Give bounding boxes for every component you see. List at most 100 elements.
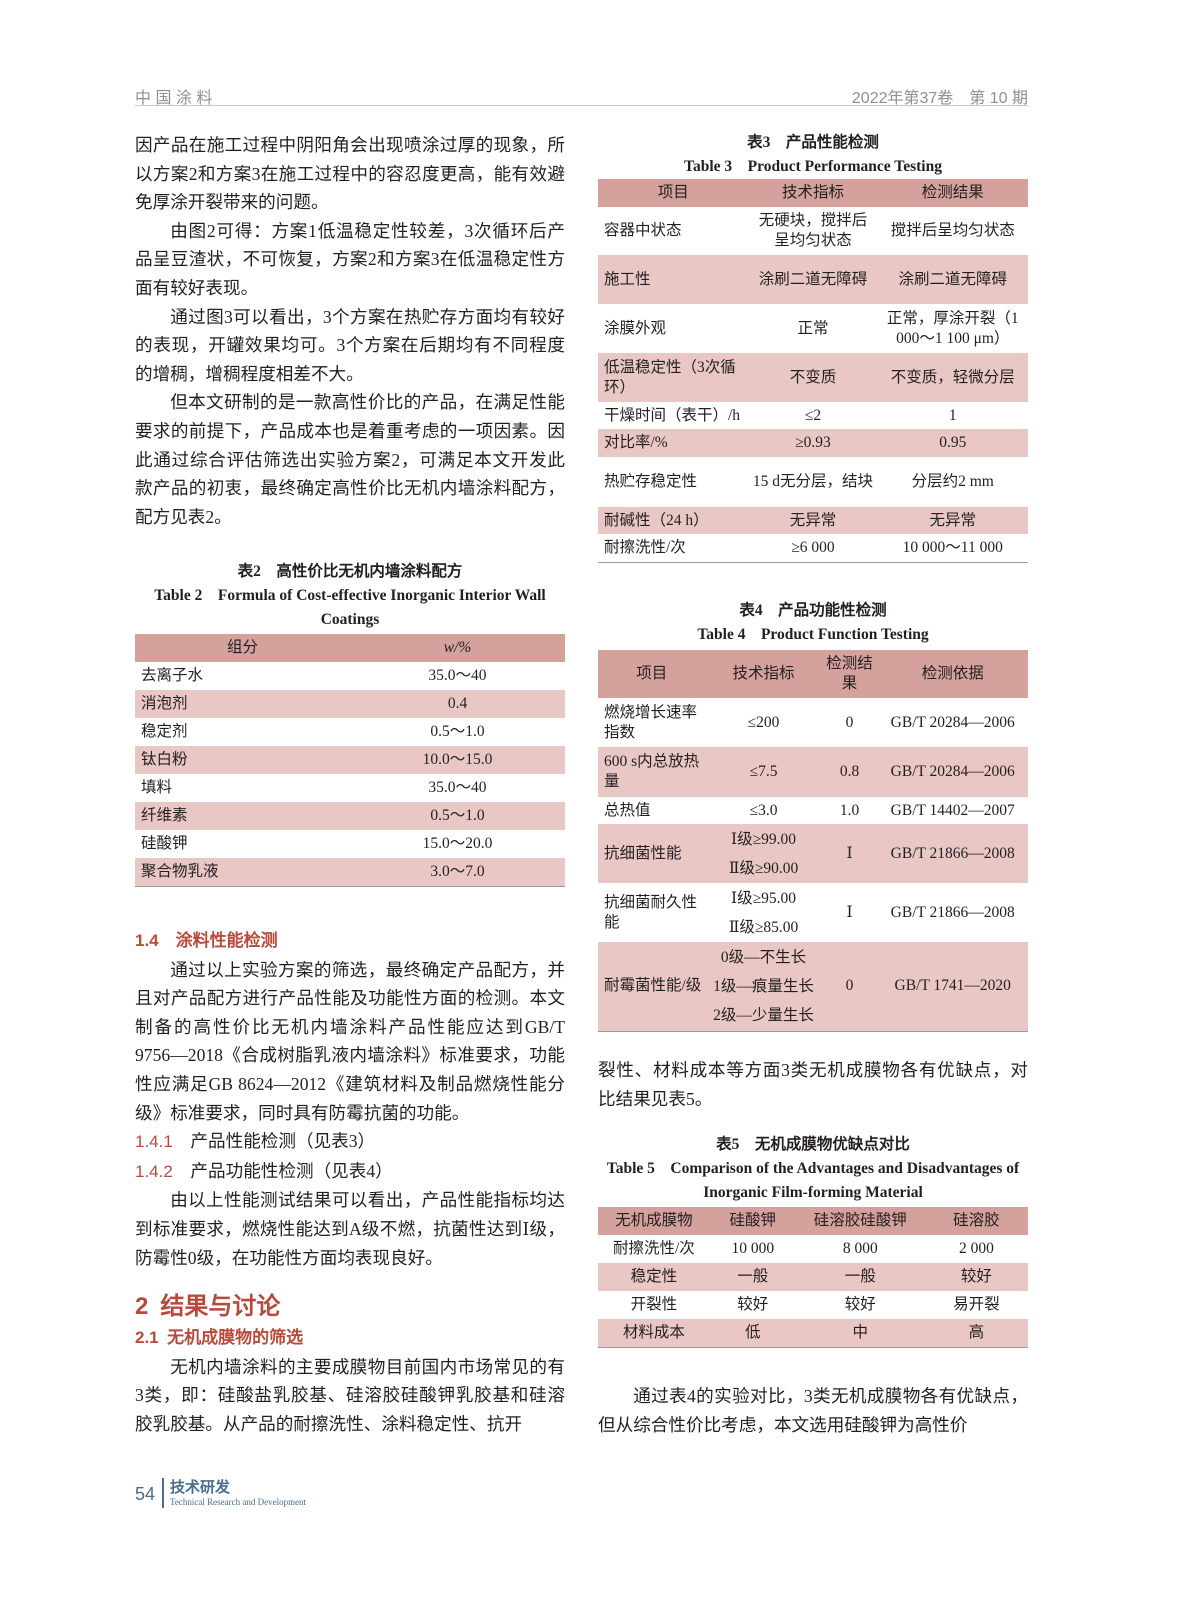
table-row: 去离子水 35.0～40 bbox=[135, 662, 565, 690]
paragraph: 通过表4的实验对比，3类无机成膜物各有优缺点，但从综合性价比考虑，本文选用硅酸钾… bbox=[598, 1386, 1028, 1435]
table-cell: 15 d无分层，结块 bbox=[752, 473, 874, 490]
table-cell: 600 s内总放热量 bbox=[598, 747, 706, 797]
table-cell: 燃烧增长速率指数 bbox=[604, 703, 698, 741]
table-cell: 正常，厚涂开裂（1 000～1 100 μm） bbox=[886, 309, 1019, 347]
section-number: 1.4 bbox=[135, 931, 159, 950]
table-cell: ≥0.93 bbox=[748, 429, 878, 457]
table-cell: 易开裂 bbox=[953, 1296, 1000, 1313]
table-cell: 涂膜外观 bbox=[604, 319, 667, 337]
table-row: 燃烧增长速率指数 ≤200 0 GB/T 20284—2006 bbox=[598, 698, 1028, 747]
table-cell: Ⅰ bbox=[821, 824, 878, 883]
table-cell: 热贮存稳定性 bbox=[604, 473, 698, 490]
table-cell: Ⅰ级≥99.00 Ⅱ级≥90.00 bbox=[705, 824, 822, 883]
table-3-block: 表3 产品性能检测 Table 3 Product Performance Te… bbox=[598, 131, 1028, 563]
paragraph: 因产品在施工过程中阴阳角会出现喷涂过厚的现象，所以方案2和方案3在施工过程中的容… bbox=[135, 135, 565, 213]
column-header: 技术指标 bbox=[705, 650, 822, 698]
table-cell: 开裂性 bbox=[630, 1296, 678, 1313]
table-cell: 干燥时间（表干）/h bbox=[604, 406, 741, 424]
table-cell: 稳定性 bbox=[598, 1263, 710, 1291]
table-header-row: 项目 技术指标 检测结果 bbox=[598, 179, 1028, 207]
table-cell: 对比率/% bbox=[598, 429, 749, 457]
table-cell: 抗细菌性能 bbox=[598, 824, 706, 883]
section-title: 产品性能检测（见表3） bbox=[190, 1131, 376, 1152]
table-header-row: 项目 技术指标 检测结果 检测依据 bbox=[598, 650, 1028, 698]
table-5-block: 表5 无机成膜物优缺点对比 Table 5 Comparison of the … bbox=[598, 1133, 1028, 1348]
table-cell: 较好 bbox=[844, 1296, 876, 1313]
table-cell: GB/T 20284—2006 bbox=[890, 713, 1015, 731]
section-number: 2 bbox=[135, 1293, 149, 1321]
column-header: 技术指标 bbox=[748, 179, 878, 207]
table-row: 施工性 涂刷二道无障碍 涂刷二道无障碍 bbox=[598, 255, 1028, 304]
table-2-caption-cn: 表2 高性价比无机内墙涂料配方 bbox=[237, 563, 463, 580]
table-2: 组分 w/% 去离子水 35.0～40 消泡剂 0.4 稳定剂 0.5～1.0 钛白粉 10.0～… bbox=[135, 634, 565, 887]
table-cell: 无异常 bbox=[748, 507, 878, 534]
table-row: 稳定性 一般 一般 较好 bbox=[598, 1263, 1028, 1291]
table-cell: 15.0～20.0 bbox=[422, 835, 493, 852]
table-cell: 0级—不生长 1级—痕量生长 2级—少量生长 bbox=[705, 942, 822, 1031]
table-cell: 0.5～1.0 bbox=[430, 723, 485, 740]
table-cell: GB/T 21866—2008 bbox=[890, 903, 1015, 921]
table-cell: 正常 bbox=[797, 319, 829, 337]
table-cell: ≤7.5 bbox=[705, 747, 822, 797]
table-row: 消泡剂 0.4 bbox=[135, 690, 565, 718]
table-cell: 填料 bbox=[141, 779, 173, 796]
table-cell: 10 000～11 000 bbox=[902, 538, 1003, 556]
table-cell: 高 bbox=[924, 1319, 1028, 1347]
table-row: 开裂性 较好 较好 易开裂 bbox=[598, 1291, 1028, 1319]
table-cell: 35.0～40 bbox=[428, 667, 487, 684]
paragraph: 通过以上实验方案的筛选，最终确定产品配方，并且对产品配方进行产品性能及功能性方面… bbox=[135, 959, 565, 1123]
column-header: 硅溶胶 bbox=[924, 1207, 1028, 1235]
table-row: 干燥时间（表干）/h ≤2 1 bbox=[598, 402, 1028, 429]
footer-section-en: Technical Research and Development bbox=[170, 1497, 307, 1507]
column-header: 检测结果 bbox=[821, 650, 878, 698]
table-cell: 耐霉菌性能/级 bbox=[598, 942, 706, 1031]
table-cell: 0.95 bbox=[877, 429, 1028, 457]
table-cell: 施工性 bbox=[598, 255, 749, 304]
table-cell: 搅拌后呈均匀状态 bbox=[890, 222, 1015, 239]
table-cell: 聚合物乳液 bbox=[135, 858, 350, 886]
table-3-caption-en: Table 3 Product Performance Testing bbox=[684, 158, 942, 175]
table-row: 低温稳定性（3次循环） 不变质 不变质，轻微分层 bbox=[598, 353, 1028, 402]
header-rule bbox=[135, 105, 1028, 106]
table-row: 耐碱性（24 h） 无异常 无异常 bbox=[598, 507, 1028, 534]
footer-section-cn: 技术研发 bbox=[170, 1479, 231, 1496]
footer-divider bbox=[162, 1478, 164, 1508]
table-row: 抗细菌耐久性能 Ⅰ级≥95.00 Ⅱ级≥85.00 Ⅰ GB/T 21866—2008 bbox=[598, 883, 1028, 942]
table-cell: 容器中状态 bbox=[604, 222, 682, 239]
table-2-block: 表2 高性价比无机内墙涂料配方 Table 2 Formula of Cost-… bbox=[135, 560, 565, 887]
column-header: 无机成膜物 bbox=[598, 1207, 710, 1235]
section-title: 涂料性能检测 bbox=[175, 931, 278, 950]
table-cell: 1 bbox=[948, 406, 957, 424]
table-cell: ≤200 bbox=[747, 713, 780, 731]
table-row: 稳定剂 0.5～1.0 bbox=[135, 718, 565, 746]
table-cell: ≤2 bbox=[804, 406, 822, 424]
section-1-4-block: 1.4 涂料性能检测 通过以上实验方案的筛选，最终确定产品配方，并且对产品配方进… bbox=[135, 927, 565, 1439]
table-4: 项目 技术指标 检测结果 检测依据燃烧增长速率指数 ≤200 0 GB/T 20284—20… bbox=[598, 650, 1028, 1032]
table-cell: GB/T 14402—2007 bbox=[890, 801, 1015, 819]
table-header-row: 组分 w/% bbox=[135, 634, 565, 662]
table-cell: 耐碱性（24 h） bbox=[598, 507, 749, 534]
table-cell: ≥6 000 bbox=[791, 538, 835, 556]
table-cell: 0 bbox=[821, 942, 878, 1031]
table-row: 总热值 ≤3.0 1.0 GB/T 14402—2007 bbox=[598, 797, 1028, 824]
paragraph: 通过图3可以看出，3个方案在热贮存方面均有较好的表现，开罐效果均可。3个方案在后… bbox=[135, 306, 565, 384]
table-cell: 涂刷二道无障碍 bbox=[877, 255, 1028, 304]
table-cell: 稳定剂 bbox=[141, 723, 188, 740]
journal-name: 中 国 涂 料 bbox=[135, 90, 213, 107]
table-5: 无机成膜物 硅酸钾 硅溶胶硅酸钾 硅溶胶 耐擦洗性/次 10 000 8 000 2 000 稳… bbox=[598, 1207, 1028, 1348]
table-cell: 不变质，轻微分层 bbox=[877, 353, 1028, 402]
table-4-caption-en: Table 4 Product Function Testing bbox=[697, 626, 929, 643]
column-header: 检测结果 bbox=[877, 179, 1028, 207]
right-mid-text: 裂性、材料成本等方面3类无机成膜物各有优缺点，对比结果见表5。 bbox=[598, 1056, 1028, 1113]
table-3: 项目 技术指标 检测结果容器中状态 无硬块，搅拌后呈均匀状态 搅拌后呈均匀状态施工性 涂刷… bbox=[598, 179, 1028, 563]
table-cell: Ⅰ级≥95.00 Ⅱ级≥85.00 bbox=[728, 889, 799, 936]
column-header: w/% bbox=[350, 634, 565, 662]
section-title: 产品功能性检测（见表4） bbox=[190, 1160, 393, 1181]
table-cell: 无硬块，搅拌后呈均匀状态 bbox=[758, 212, 868, 249]
table-cell: 中 bbox=[795, 1319, 925, 1347]
table-cell: 8 000 bbox=[842, 1240, 878, 1257]
table-cell: 硅酸钾 bbox=[141, 835, 188, 852]
paragraph: 但本文研制的是一款高性价比的产品，在满足性能要求的前提下，产品成本也是着重考虑的… bbox=[135, 392, 565, 527]
table-cell: 较好 bbox=[924, 1263, 1028, 1291]
paragraph: 无机内墙涂料的主要成膜物目前国内市场常见的有3类，即：硅酸盐乳胶基、硅溶胶硅酸钾… bbox=[135, 1356, 565, 1434]
